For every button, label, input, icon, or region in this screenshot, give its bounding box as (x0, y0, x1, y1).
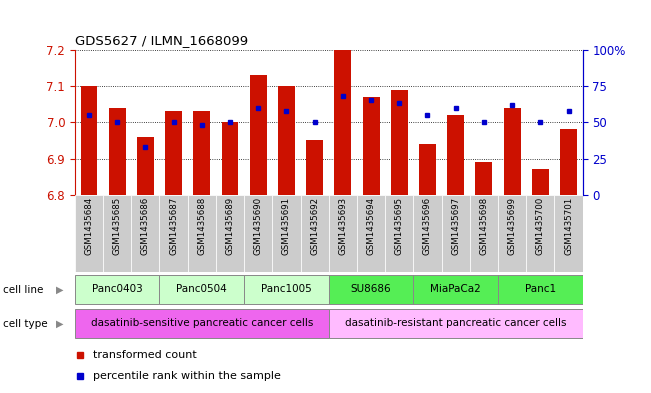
Text: GSM1435696: GSM1435696 (423, 197, 432, 255)
Bar (301, 195, 329, 272)
Text: Panc0403: Panc0403 (92, 284, 143, 294)
Text: GSM1435693: GSM1435693 (339, 197, 348, 255)
Bar (159, 275, 244, 304)
Bar (187, 195, 216, 272)
Bar (329, 275, 413, 304)
Bar (532, 169, 549, 195)
Text: GSM1435699: GSM1435699 (508, 197, 517, 255)
Text: dasatinib-resistant pancreatic cancer cells: dasatinib-resistant pancreatic cancer ce… (345, 318, 566, 328)
Bar (335, 50, 352, 195)
Bar (555, 195, 583, 272)
Bar (132, 195, 159, 272)
Text: SU8686: SU8686 (351, 284, 391, 294)
Text: GSM1435695: GSM1435695 (395, 197, 404, 255)
Text: GSM1435688: GSM1435688 (197, 197, 206, 255)
Text: GSM1435690: GSM1435690 (254, 197, 263, 255)
Text: ▶: ▶ (56, 319, 64, 329)
Bar (250, 75, 267, 195)
Text: GSM1435689: GSM1435689 (225, 197, 234, 255)
Text: Panc1: Panc1 (525, 284, 556, 294)
Text: MiaPaCa2: MiaPaCa2 (430, 284, 481, 294)
Bar (357, 195, 385, 272)
Bar (278, 86, 295, 195)
Bar (413, 275, 498, 304)
Bar (244, 195, 272, 272)
Text: transformed count: transformed count (92, 350, 197, 360)
Text: cell line: cell line (3, 285, 44, 295)
Text: GSM1435701: GSM1435701 (564, 197, 573, 255)
Bar (244, 275, 329, 304)
Bar (159, 195, 187, 272)
Bar (75, 275, 159, 304)
Bar (498, 195, 526, 272)
Bar (103, 195, 132, 272)
Bar (504, 108, 521, 195)
Bar (109, 108, 126, 195)
Bar (441, 195, 470, 272)
Text: GSM1435692: GSM1435692 (310, 197, 319, 255)
Bar (81, 86, 98, 195)
Bar (329, 309, 583, 338)
Bar (413, 195, 441, 272)
Text: Panc0504: Panc0504 (176, 284, 227, 294)
Bar (216, 195, 244, 272)
Text: Panc1005: Panc1005 (261, 284, 312, 294)
Bar (526, 195, 555, 272)
Text: GSM1435686: GSM1435686 (141, 197, 150, 255)
Bar (560, 129, 577, 195)
Text: GSM1435685: GSM1435685 (113, 197, 122, 255)
Text: GSM1435698: GSM1435698 (479, 197, 488, 255)
Text: GSM1435700: GSM1435700 (536, 197, 545, 255)
Bar (498, 275, 583, 304)
Text: ▶: ▶ (56, 285, 64, 295)
Bar (391, 90, 408, 195)
Bar (137, 137, 154, 195)
Text: dasatinib-sensitive pancreatic cancer cells: dasatinib-sensitive pancreatic cancer ce… (90, 318, 313, 328)
Text: GSM1435694: GSM1435694 (367, 197, 376, 255)
Bar (75, 195, 103, 272)
Bar (470, 195, 498, 272)
Text: GSM1435687: GSM1435687 (169, 197, 178, 255)
Bar (329, 195, 357, 272)
Bar (385, 195, 413, 272)
Bar (419, 144, 436, 195)
Bar (306, 140, 323, 195)
Text: cell type: cell type (3, 319, 48, 329)
Text: GDS5627 / ILMN_1668099: GDS5627 / ILMN_1668099 (75, 34, 248, 47)
Bar (272, 195, 301, 272)
Text: GSM1435684: GSM1435684 (85, 197, 94, 255)
Bar (363, 97, 380, 195)
Bar (447, 115, 464, 195)
Bar (165, 111, 182, 195)
Text: GSM1435697: GSM1435697 (451, 197, 460, 255)
Text: percentile rank within the sample: percentile rank within the sample (92, 371, 281, 381)
Bar (475, 162, 492, 195)
Text: GSM1435691: GSM1435691 (282, 197, 291, 255)
Bar (75, 309, 329, 338)
Bar (193, 111, 210, 195)
Bar (221, 122, 238, 195)
